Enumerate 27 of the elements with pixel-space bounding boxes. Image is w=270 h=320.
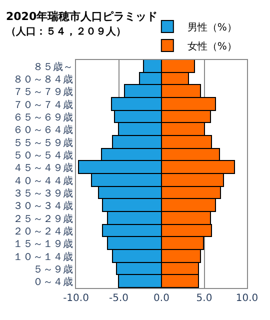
y-tick-label: ５５～５９歳 <box>13 136 73 149</box>
y-tick-label: ５～９歳 <box>33 264 73 276</box>
x-tick-label: 5.0 <box>196 293 212 304</box>
y-tick-label: ４５～４９歳 <box>13 162 73 174</box>
y-tick-label: ０～４歳 <box>33 276 73 288</box>
x-tick-label: -10.0 <box>63 293 89 304</box>
y-tick-label: ５０～５４歳 <box>13 150 73 162</box>
y-tick-label: ２０～２４歳 <box>13 226 73 238</box>
x-tick-label: 0.0 <box>154 293 170 304</box>
y-tick-label: １５～１９歳 <box>13 238 73 250</box>
chart-title: 2020年瑞穂市人口ピラミッド <box>6 10 158 23</box>
x-tick-label: -5.0 <box>108 293 129 304</box>
y-tick-label: ６５～６９歳 <box>13 112 73 124</box>
y-tick-label: ８５歳～ <box>33 60 73 73</box>
y-tick-label: ６０～６４歳 <box>13 124 73 136</box>
y-tick-label: ７０～７４歳 <box>13 98 73 111</box>
legend-label: 男性（%） <box>187 21 237 34</box>
y-tick-label: ７５～７９歳 <box>13 86 73 98</box>
x-tick-label: 10.0 <box>236 293 258 304</box>
y-tick-label: ８０～８４歳 <box>13 74 73 86</box>
y-tick-label: ２５～２９歳 <box>13 212 73 225</box>
chart-subtitle: （人口：５４，２０９人） <box>6 25 126 38</box>
y-tick-label: ４０～４４歳 <box>13 174 73 187</box>
y-tick-label: ３０～３４歳 <box>13 200 73 212</box>
legend-label: 女性（%） <box>187 40 237 52</box>
y-tick-label: ３５～３９歳 <box>13 188 73 200</box>
y-tick-label: １０～１４歳 <box>13 250 73 263</box>
